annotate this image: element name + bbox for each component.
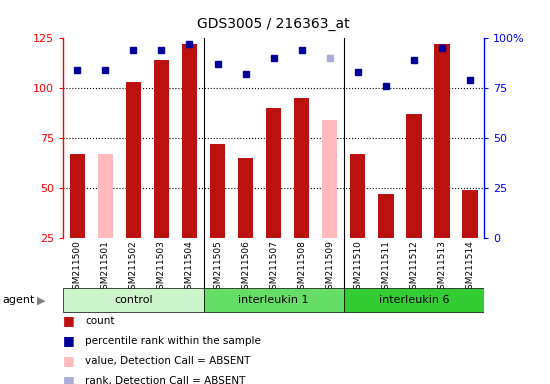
Bar [238, 158, 254, 238]
Text: GSM211503: GSM211503 [157, 240, 166, 295]
Text: GSM211508: GSM211508 [297, 240, 306, 295]
Bar [266, 108, 282, 238]
Text: rank, Detection Call = ABSENT: rank, Detection Call = ABSENT [85, 376, 246, 384]
Bar [294, 98, 310, 238]
Bar [322, 120, 338, 238]
Text: value, Detection Call = ABSENT: value, Detection Call = ABSENT [85, 356, 251, 366]
Bar [153, 60, 169, 238]
FancyBboxPatch shape [344, 288, 484, 313]
FancyBboxPatch shape [63, 288, 204, 313]
Text: percentile rank within the sample: percentile rank within the sample [85, 336, 261, 346]
Bar [406, 114, 422, 238]
Text: GSM211500: GSM211500 [73, 240, 82, 295]
Text: GSM211514: GSM211514 [465, 240, 475, 295]
Bar [350, 154, 366, 238]
Text: agent: agent [3, 295, 35, 306]
FancyBboxPatch shape [204, 288, 344, 313]
Text: GSM211510: GSM211510 [353, 240, 362, 295]
Text: GSM211506: GSM211506 [241, 240, 250, 295]
Text: interleukin 1: interleukin 1 [238, 295, 309, 306]
Text: ■: ■ [63, 334, 75, 347]
Bar [462, 190, 478, 238]
Bar [182, 45, 197, 238]
Text: GSM211505: GSM211505 [213, 240, 222, 295]
Text: ■: ■ [63, 374, 75, 384]
Text: interleukin 6: interleukin 6 [378, 295, 449, 306]
Text: GSM211512: GSM211512 [409, 240, 419, 295]
Bar [378, 194, 394, 238]
Text: GSM211502: GSM211502 [129, 240, 138, 295]
Bar [434, 45, 450, 238]
Bar [125, 82, 141, 238]
Text: GSM211504: GSM211504 [185, 240, 194, 295]
Text: GSM211513: GSM211513 [437, 240, 447, 295]
Text: GSM211509: GSM211509 [325, 240, 334, 295]
Text: ■: ■ [63, 314, 75, 327]
Text: GDS3005 / 216363_at: GDS3005 / 216363_at [197, 17, 350, 31]
Bar [69, 154, 85, 238]
Text: GSM211501: GSM211501 [101, 240, 110, 295]
Text: ▶: ▶ [37, 295, 46, 306]
Text: GSM211511: GSM211511 [381, 240, 390, 295]
Text: ■: ■ [63, 354, 75, 367]
Text: control: control [114, 295, 153, 306]
Text: count: count [85, 316, 115, 326]
Bar [210, 144, 226, 238]
Text: GSM211507: GSM211507 [269, 240, 278, 295]
Bar [97, 154, 113, 238]
